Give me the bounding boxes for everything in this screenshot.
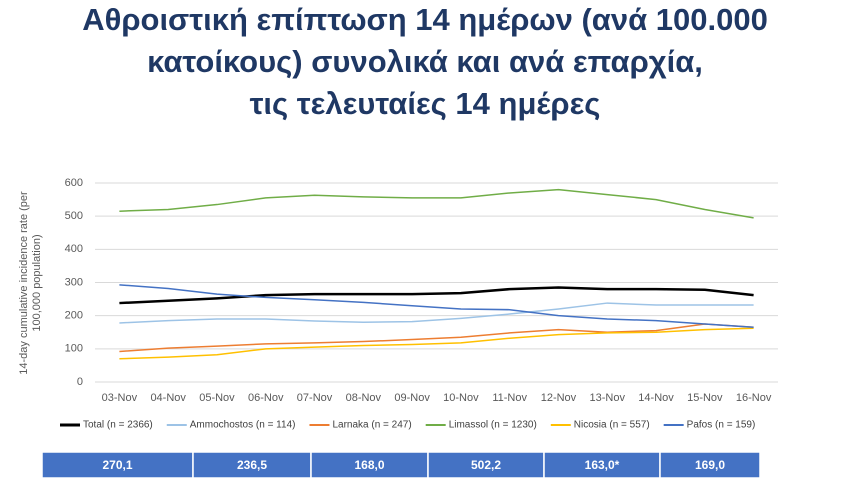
- series-line: [119, 286, 754, 305]
- table-cell-text: 270,1: [102, 458, 132, 472]
- series-line: [119, 323, 754, 353]
- y-tick-label: 400: [65, 243, 83, 255]
- x-tick-label: 06-Nov: [248, 392, 284, 404]
- x-tick-label: 16-Nov: [736, 392, 772, 404]
- table-cell-text: 236,5: [237, 458, 267, 472]
- y-tick-label: 0: [77, 376, 83, 388]
- table-cell: [427, 451, 545, 478]
- x-tick-label: 08-Nov: [346, 392, 382, 404]
- legend-label: Pafos (n = 159): [687, 420, 756, 431]
- x-tick-label: 09-Nov: [394, 392, 430, 404]
- series-line: [119, 188, 754, 219]
- x-tick-label: 14-Nov: [638, 392, 674, 404]
- x-tick-label: 11-Nov: [492, 392, 527, 404]
- table-cell: [192, 451, 312, 478]
- legend-label: Ammochostos (n = 114): [190, 420, 296, 431]
- y-tick-label: 200: [65, 310, 83, 322]
- y-label-line: 14-day cumulative incidence rate (per: [18, 191, 30, 375]
- title-line: τις τελευταίες 14 ημέρες: [250, 86, 601, 121]
- x-tick-label: 10-Nov: [443, 392, 479, 404]
- legend-label: Limassol (n = 1230): [449, 420, 537, 431]
- title-line: κατοίκους) συνολικά και ανά επαρχία,: [147, 44, 703, 79]
- legend-label: Nicosia (n = 557): [574, 420, 650, 431]
- table-cell: [659, 451, 761, 478]
- x-tick-label: 04-Nov: [150, 392, 186, 404]
- y-tick-label: 600: [65, 177, 83, 189]
- x-tick-label: 05-Nov: [199, 392, 235, 404]
- x-tick-label: 13-Nov: [590, 392, 626, 404]
- x-tick-label: 12-Nov: [541, 392, 577, 404]
- table-cell-text: 163,0*: [585, 458, 620, 472]
- x-tick-label: 15-Nov: [687, 392, 723, 404]
- legend-label: Total (n = 2366): [83, 420, 153, 431]
- y-label-line: 100,000 population): [31, 234, 43, 331]
- y-axis-label: 14-day cumulative incidence rate (per 10…: [18, 191, 43, 375]
- table-cell-text: 502,2: [471, 458, 501, 472]
- title-line: Αθροιστική επίπτωση 14 ημέρων (ανά 100.0…: [82, 2, 768, 37]
- series-line: [119, 284, 754, 329]
- y-tick-label: 100: [65, 343, 83, 355]
- x-tick-label: 03-Nov: [102, 392, 138, 404]
- y-tick-label: 300: [65, 276, 83, 288]
- table-cell-text: 169,0: [695, 458, 725, 472]
- series-line: [119, 327, 754, 360]
- table-cell-text: 168,0: [354, 458, 384, 472]
- series-line: [119, 302, 754, 324]
- y-tick-label: 500: [65, 210, 83, 222]
- x-tick-label: 07-Nov: [297, 392, 333, 404]
- legend-label: Larnaka (n = 247): [332, 420, 411, 431]
